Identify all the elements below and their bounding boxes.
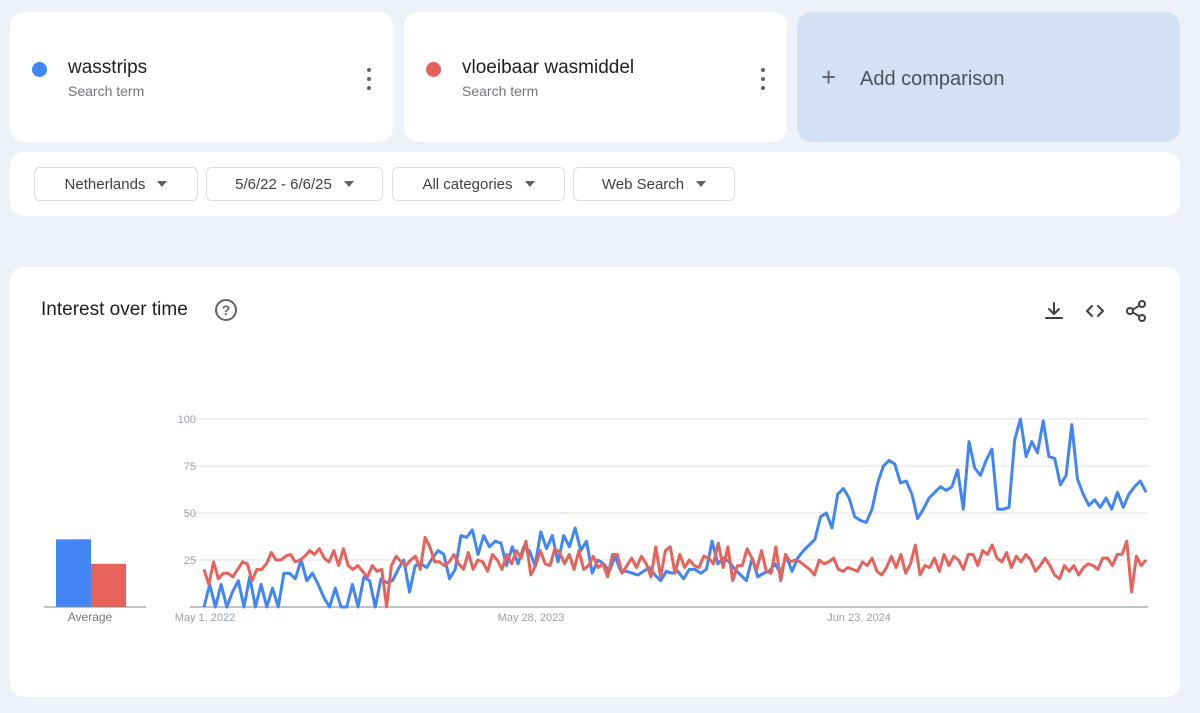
series-color-dot [426, 62, 441, 77]
interest-over-time-card: Interest over time ? 25 50 75 100 May 1, 202… [10, 267, 1180, 697]
region-value: Netherlands [64, 175, 146, 193]
caret-down-icon [157, 181, 168, 187]
more-options-icon[interactable] [365, 68, 373, 90]
search-term-name[interactable]: wasstrips [68, 57, 148, 78]
interest-chart: 25 50 75 100 May 1, 2022 May 28, 2023 Jun 23, … [44, 414, 1148, 624]
region-dropdown[interactable]: Netherlands [34, 167, 198, 201]
y-tick-label: 75 [184, 461, 196, 473]
x-tick-label: Jun 23, 2024 [827, 612, 891, 624]
y-tick-label: 25 [184, 555, 196, 567]
category-dropdown[interactable]: All categories [392, 167, 565, 201]
plus-icon: + [821, 62, 837, 92]
filter-bar: Netherlands 5/6/22 - 6/6/25 All categori… [10, 152, 1180, 216]
chart-section-title: Interest over time [41, 299, 188, 320]
y-tick-label: 100 [178, 414, 196, 426]
average-label: Average [67, 610, 113, 624]
date-range-dropdown[interactable]: 5/6/22 - 6/6/25 [206, 167, 383, 201]
add-comparison-button[interactable]: + Add comparison [797, 12, 1180, 142]
category-value: All categories [422, 175, 513, 193]
y-tick-label: 50 [184, 508, 196, 520]
share-icon[interactable] [1124, 299, 1148, 323]
caret-down-icon [524, 181, 535, 187]
x-tick-label: May 1, 2022 [175, 612, 236, 624]
embed-icon[interactable] [1083, 299, 1107, 323]
search-type-value: Web Search [601, 175, 685, 193]
search-term-type: Search term [68, 83, 145, 99]
series-color-dot [32, 62, 47, 77]
search-term-name[interactable]: vloeibaar wasmiddel [462, 57, 635, 78]
add-comparison-label: Add comparison [860, 68, 1005, 90]
search-term-type: Search term [462, 83, 539, 99]
average-bar [56, 539, 91, 607]
date-range-value: 5/6/22 - 6/6/25 [235, 175, 332, 193]
average-bar [91, 563, 126, 607]
caret-down-icon [696, 181, 707, 187]
series-line [202, 535, 1148, 609]
download-icon[interactable] [1042, 299, 1066, 323]
more-options-icon[interactable] [759, 68, 767, 90]
series-line [202, 417, 1148, 609]
search-term-card-vloeibaar-wasmiddel[interactable]: vloeibaar wasmiddel Search term [404, 12, 787, 142]
search-term-card-wasstrips[interactable]: wasstrips Search term [10, 12, 393, 142]
search-type-dropdown[interactable]: Web Search [573, 167, 735, 201]
help-icon[interactable]: ? [215, 299, 237, 321]
x-tick-label: May 28, 2023 [498, 612, 565, 624]
caret-down-icon [343, 181, 354, 187]
